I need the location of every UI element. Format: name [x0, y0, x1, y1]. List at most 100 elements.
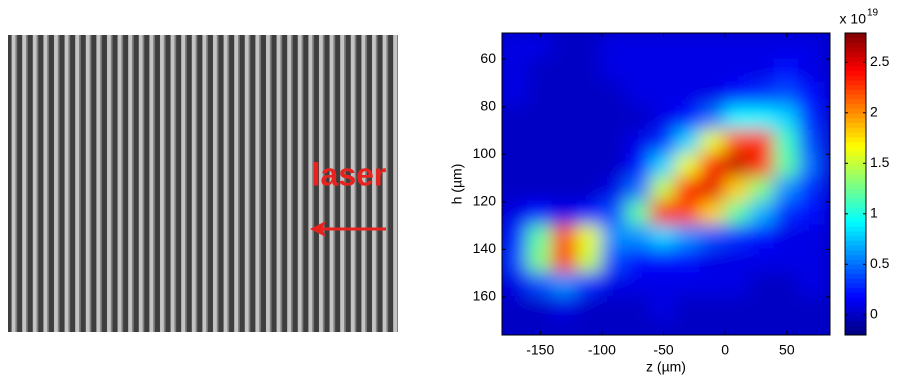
heatmap-cell	[724, 58, 751, 84]
heatmap-cell	[576, 295, 603, 322]
heatmap-cell	[748, 129, 776, 156]
heatmap-cell	[625, 248, 653, 275]
heatmap-cell	[625, 319, 653, 335]
x-tick-label: -100	[588, 342, 616, 358]
heatmap-cell	[502, 129, 529, 156]
colorbar-tick-label: 0	[870, 306, 878, 322]
heatmap-cell	[600, 129, 628, 156]
heatmap-cell	[748, 319, 776, 335]
colorbar-step	[845, 150, 866, 156]
heatmap-cell	[551, 248, 579, 275]
heatmap-cell	[526, 200, 554, 227]
heatmap-cell	[551, 58, 579, 84]
colorbar-step	[845, 141, 866, 147]
heatmap-cell	[526, 272, 554, 298]
colorbar-step	[845, 273, 866, 279]
colorbar-step	[845, 117, 866, 123]
colorbar-step	[845, 221, 866, 227]
heatmap-cell	[773, 129, 801, 156]
colorbar-step	[845, 212, 866, 218]
heatmap-cell	[699, 34, 727, 61]
heatmap-cell	[576, 319, 603, 335]
heatmap-cell	[674, 200, 702, 227]
heatmap-cell	[798, 81, 825, 108]
colorbar-step	[845, 278, 866, 284]
colorbar-step	[845, 89, 866, 95]
heatmap-cell	[773, 34, 801, 61]
colorbar-step	[845, 230, 866, 237]
heatmap-cell	[576, 105, 603, 132]
heatmap-cell	[773, 224, 801, 251]
heatmap-cell	[551, 295, 579, 322]
heatmap-cell	[699, 224, 727, 251]
heatmap-cell	[748, 272, 776, 298]
heatmap-cell	[798, 295, 825, 322]
heatmap-cell	[526, 319, 554, 335]
colorbar-tick-label: 1	[870, 204, 878, 220]
colorbar-step	[845, 193, 866, 199]
colorbar-step	[845, 103, 866, 109]
colorbar-step	[845, 306, 866, 312]
heatmap-cell	[625, 129, 653, 156]
colorbar-step	[845, 108, 866, 114]
heatmap-cell	[724, 319, 751, 335]
laser-arrow	[310, 221, 386, 237]
heatmap-cell	[551, 34, 579, 61]
colorbar-tick-label: 2	[870, 103, 878, 119]
colorbar-step	[845, 329, 866, 336]
heatmap-cell	[526, 105, 554, 132]
heatmap-cell	[576, 34, 603, 61]
heatmap-cell	[526, 153, 554, 180]
heatmap-cell	[576, 177, 603, 203]
heatmap-cell	[502, 319, 529, 335]
colorbar-step	[845, 169, 866, 175]
heatmap-cell	[625, 224, 653, 251]
colorbar-step	[845, 259, 866, 265]
heatmap-cell	[551, 105, 579, 132]
x-axis-label: z (µm)	[646, 359, 686, 375]
heatmap-cell	[576, 248, 603, 275]
axes-frame	[501, 32, 831, 336]
heatmap-cell	[551, 319, 579, 335]
heatmap-cell	[748, 34, 776, 61]
heatmap-cell	[650, 177, 677, 203]
heatmap-cell	[650, 200, 677, 227]
y-tick-label: 160	[473, 288, 497, 304]
colorbar-step	[845, 164, 866, 171]
heatmap-cell	[674, 319, 702, 335]
heatmap-cell	[724, 295, 751, 322]
colorbar-step	[845, 263, 866, 270]
heatmap-cell	[502, 295, 529, 322]
colorbar-step	[845, 315, 866, 322]
heatmap-cell	[551, 272, 579, 298]
heatmap-cell	[502, 81, 529, 108]
heatmap-cell	[748, 81, 776, 108]
laser-label: laser	[312, 156, 387, 192]
heatmap-cell	[699, 248, 727, 275]
colorbar-step	[845, 287, 866, 293]
heatmap-cell	[798, 129, 825, 156]
heatmap-cell	[674, 81, 702, 108]
colorbar-step	[845, 197, 866, 204]
heatmap-plot: -150 -100 -50 0 50 60 80 100 120 140 160 0 0.5 1 1.5 2 2…	[473, 32, 890, 358]
heatmap-cell	[502, 153, 529, 180]
colorbar-frame	[844, 32, 867, 336]
heatmap-cell	[502, 200, 529, 227]
heatmap-cell	[625, 295, 653, 322]
heatmap-cell	[674, 153, 702, 180]
colorbar-step	[845, 122, 866, 128]
heatmap-cell	[773, 248, 801, 275]
colorbar-step	[845, 226, 866, 232]
heatmap-cell	[551, 81, 579, 108]
heatmap-cell	[625, 105, 653, 132]
heatmap-cell	[650, 81, 677, 108]
heatmap-cell	[526, 248, 554, 275]
heatmap-cell	[650, 295, 677, 322]
heatmap-cell	[674, 34, 702, 61]
heatmap-cell	[699, 129, 727, 156]
heatmap-cell	[576, 153, 603, 180]
heatmap-cell	[748, 153, 776, 180]
heatmap-cell	[650, 129, 677, 156]
colorbar-step	[845, 296, 866, 303]
